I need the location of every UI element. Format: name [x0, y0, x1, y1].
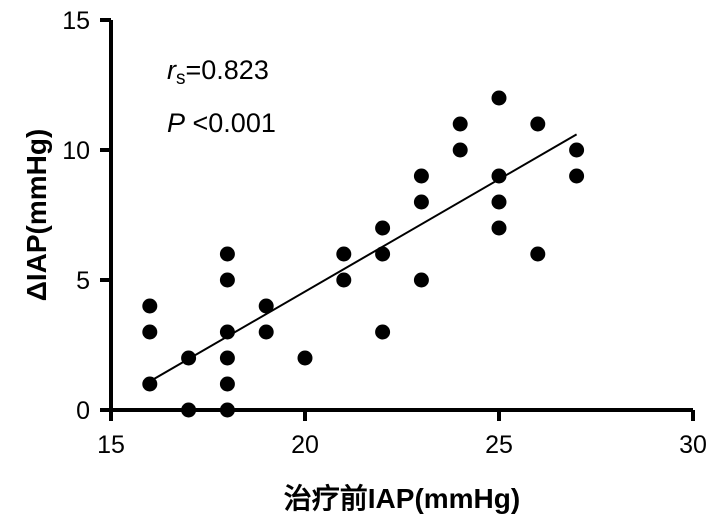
axes — [109, 20, 693, 412]
data-point — [452, 116, 468, 132]
data-point — [452, 142, 468, 158]
x-tick-label: 30 — [679, 431, 707, 459]
data-point — [219, 324, 235, 340]
data-point — [375, 324, 391, 340]
data-point — [413, 272, 429, 288]
data-point — [491, 220, 507, 236]
data-points — [142, 90, 585, 418]
y-tick-label: 10 — [62, 137, 90, 165]
data-point — [375, 246, 391, 262]
p-annotation: P <0.001 — [167, 108, 276, 138]
p-symbol: P — [167, 108, 185, 138]
data-point — [491, 168, 507, 184]
data-point — [569, 168, 585, 184]
data-point — [336, 246, 352, 262]
x-tick-label: 15 — [97, 431, 125, 459]
data-point — [530, 246, 546, 262]
data-point — [297, 350, 313, 366]
data-point — [219, 402, 235, 418]
x-tick-label: 20 — [291, 431, 319, 459]
fit-line-group — [149, 133, 578, 383]
data-point — [181, 402, 197, 418]
data-point — [491, 90, 507, 106]
data-point — [258, 324, 274, 340]
data-point — [142, 376, 158, 392]
data-point — [530, 116, 546, 132]
data-point — [142, 324, 158, 340]
rs-annotation: rs=0.823 — [167, 55, 269, 89]
data-point — [336, 272, 352, 288]
data-point — [219, 376, 235, 392]
y-tick-label: 15 — [62, 7, 90, 35]
p-value: <0.001 — [185, 108, 276, 138]
ticks — [100, 18, 695, 421]
data-point — [219, 350, 235, 366]
data-point — [569, 142, 585, 158]
y-tick-label: 0 — [76, 397, 90, 425]
data-point — [491, 194, 507, 210]
x-axis-title: 治疗前IAP(mmHg) — [284, 482, 520, 514]
x-tick-label: 25 — [485, 431, 513, 459]
data-point — [219, 246, 235, 262]
rs-symbol: r — [167, 55, 177, 85]
y-tick-label: 5 — [76, 267, 90, 295]
rs-subscript: s — [176, 68, 186, 89]
data-point — [375, 220, 391, 236]
y-axis-title: ΔIAP(mmHg) — [21, 129, 52, 302]
rs-value: =0.823 — [186, 55, 269, 85]
data-point — [181, 350, 197, 366]
data-point — [219, 272, 235, 288]
data-point — [413, 194, 429, 210]
data-point — [258, 298, 274, 314]
data-point — [142, 298, 158, 314]
tick-labels: 15 20 25 30 0 5 10 15 — [62, 7, 707, 459]
regression-line — [149, 133, 578, 383]
data-point — [413, 168, 429, 184]
